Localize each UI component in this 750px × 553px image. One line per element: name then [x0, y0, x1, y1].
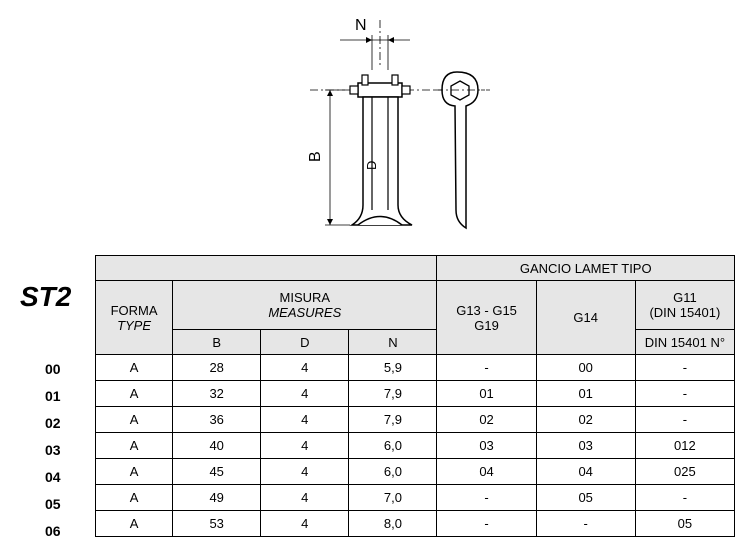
cell-b: 49 [173, 485, 261, 511]
header-g11: G11 (DIN 15401) [635, 281, 734, 330]
cell-g13: 01 [437, 381, 536, 407]
table-row: A 45 4 6,0 04 04 025 [96, 459, 735, 485]
header-gancio: GANCIO LAMET TIPO [437, 256, 735, 281]
header-misura: MISURA MEASURES [173, 281, 437, 330]
table-row: A 36 4 7,9 02 02 - [96, 407, 735, 433]
spec-table: GANCIO LAMET TIPO FORMA TYPE MISURA MEAS… [95, 255, 735, 537]
header-forma-it: TYPE [96, 318, 172, 333]
cell-g11: 012 [635, 433, 734, 459]
header-g13: G13 - G15 G19 [437, 281, 536, 355]
cell-n: 6,0 [349, 433, 437, 459]
cell-forma: A [96, 355, 173, 381]
cell-forma: A [96, 459, 173, 485]
row-id: 00 [45, 356, 61, 383]
cell-g13: 03 [437, 433, 536, 459]
cell-forma: A [96, 485, 173, 511]
cell-b: 28 [173, 355, 261, 381]
header-g19-text: G19 [474, 318, 499, 333]
cell-b: 40 [173, 433, 261, 459]
cell-n: 7,0 [349, 485, 437, 511]
cell-d: 4 [261, 407, 349, 433]
table-row: A 40 4 6,0 03 03 012 [96, 433, 735, 459]
header-g11-din: (DIN 15401) [649, 305, 720, 320]
cell-n: 6,0 [349, 459, 437, 485]
cell-g11: - [635, 381, 734, 407]
cell-g11: - [635, 355, 734, 381]
cell-b: 32 [173, 381, 261, 407]
cell-d: 4 [261, 433, 349, 459]
cell-g14: 00 [536, 355, 635, 381]
header-din-n: DIN 15401 N° [635, 330, 734, 355]
cell-g14: 05 [536, 485, 635, 511]
dim-label-d: D [364, 161, 379, 170]
header-misura-text: MISURA [280, 290, 331, 305]
header-b: B [173, 330, 261, 355]
header-n: N [349, 330, 437, 355]
header-g13-text: G13 - G15 [456, 303, 517, 318]
cell-g13: - [437, 511, 536, 537]
header-blank [96, 256, 437, 281]
cell-g11: - [635, 485, 734, 511]
cell-b: 36 [173, 407, 261, 433]
row-id-column: 00 01 02 03 04 05 06 [45, 356, 61, 545]
cell-g14: 01 [536, 381, 635, 407]
cell-n: 7,9 [349, 407, 437, 433]
cell-n: 5,9 [349, 355, 437, 381]
cell-g14: 02 [536, 407, 635, 433]
cell-g14: 03 [536, 433, 635, 459]
cell-n: 7,9 [349, 381, 437, 407]
cell-forma: A [96, 407, 173, 433]
cell-forma: A [96, 433, 173, 459]
cell-g11: - [635, 407, 734, 433]
cell-g13: 02 [437, 407, 536, 433]
technical-diagram: N D B [280, 10, 520, 240]
header-g11-text: G11 [673, 290, 697, 305]
cell-d: 4 [261, 355, 349, 381]
cell-d: 4 [261, 485, 349, 511]
cell-g14: - [536, 511, 635, 537]
cell-d: 4 [261, 381, 349, 407]
cell-d: 4 [261, 511, 349, 537]
cell-forma: A [96, 511, 173, 537]
cell-b: 53 [173, 511, 261, 537]
row-id: 02 [45, 410, 61, 437]
header-d: D [261, 330, 349, 355]
table-row: A 53 4 8,0 - - 05 [96, 511, 735, 537]
cell-g13: - [437, 355, 536, 381]
table-row: A 49 4 7,0 - 05 - [96, 485, 735, 511]
header-misura-it: MEASURES [173, 305, 436, 320]
cell-d: 4 [261, 459, 349, 485]
cell-g13: 04 [437, 459, 536, 485]
table-row: A 32 4 7,9 01 01 - [96, 381, 735, 407]
header-forma: FORMA TYPE [96, 281, 173, 355]
cell-g11: 025 [635, 459, 734, 485]
dim-label-b: B [307, 151, 324, 162]
cell-n: 8,0 [349, 511, 437, 537]
header-g14: G14 [536, 281, 635, 355]
row-id: 03 [45, 437, 61, 464]
cell-g14: 04 [536, 459, 635, 485]
row-id: 01 [45, 383, 61, 410]
row-id: 05 [45, 491, 61, 518]
product-code: ST2 [20, 281, 71, 313]
cell-g11: 05 [635, 511, 734, 537]
row-id: 04 [45, 464, 61, 491]
table-row: A 28 4 5,9 - 00 - [96, 355, 735, 381]
header-forma-text: FORMA [111, 303, 158, 318]
row-id: 06 [45, 518, 61, 545]
cell-b: 45 [173, 459, 261, 485]
cell-g13: - [437, 485, 536, 511]
dim-label-n: N [355, 17, 367, 34]
cell-forma: A [96, 381, 173, 407]
